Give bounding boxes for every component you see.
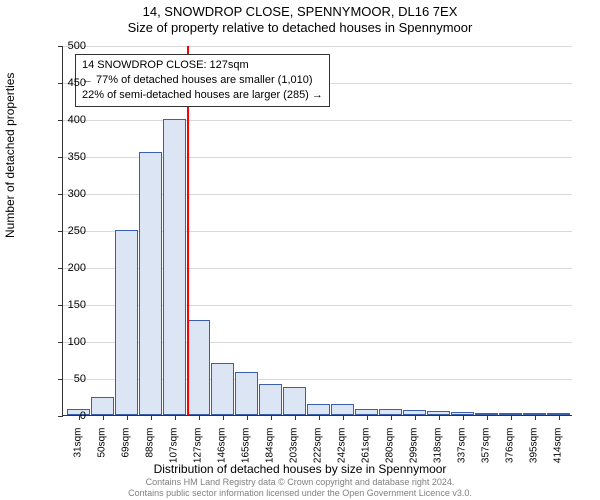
footer: Contains HM Land Registry data © Crown c…	[0, 477, 600, 498]
x-tick-mark	[367, 415, 368, 420]
grid-line	[63, 120, 572, 121]
x-tick-mark	[271, 415, 272, 420]
x-tick-label: 222sqm	[312, 428, 323, 478]
y-tick-label: 50	[56, 373, 86, 385]
x-tick-label: 280sqm	[384, 428, 395, 478]
annotation-box: 14 SNOWDROP CLOSE: 127sqm← 77% of detach…	[75, 54, 330, 107]
x-tick-label: 357sqm	[480, 428, 491, 478]
histogram-bar	[163, 119, 186, 415]
y-tick-label: 0	[56, 410, 86, 422]
plot-region: 14 SNOWDROP CLOSE: 127sqm← 77% of detach…	[62, 46, 572, 416]
y-tick-label: 400	[56, 114, 86, 126]
x-tick-mark	[103, 415, 104, 420]
x-tick-mark	[391, 415, 392, 420]
histogram-bar	[91, 397, 114, 416]
histogram-bar	[211, 363, 234, 415]
y-tick-label: 300	[56, 188, 86, 200]
histogram-bar	[235, 372, 258, 415]
x-tick-label: 127sqm	[192, 428, 203, 478]
x-tick-label: 184sqm	[264, 428, 275, 478]
histogram-bar	[283, 387, 306, 415]
histogram-bar	[259, 384, 282, 415]
x-tick-mark	[415, 415, 416, 420]
x-tick-label: 414sqm	[552, 428, 563, 478]
x-tick-label: 146sqm	[216, 428, 227, 478]
histogram-bar	[331, 404, 354, 415]
y-axis-label: Number of detached properties	[3, 73, 17, 238]
x-tick-mark	[295, 415, 296, 420]
x-tick-mark	[343, 415, 344, 420]
x-tick-label: 376sqm	[504, 428, 515, 478]
x-tick-mark	[247, 415, 248, 420]
x-tick-label: 261sqm	[360, 428, 371, 478]
x-tick-label: 318sqm	[432, 428, 443, 478]
x-tick-label: 88sqm	[144, 428, 155, 478]
x-tick-label: 203sqm	[288, 428, 299, 478]
x-tick-mark	[463, 415, 464, 420]
x-tick-label: 337sqm	[456, 428, 467, 478]
title-main: 14, SNOWDROP CLOSE, SPENNYMOOR, DL16 7EX	[0, 0, 600, 19]
histogram-bar	[139, 152, 162, 415]
title-sub: Size of property relative to detached ho…	[0, 19, 600, 35]
chart-area: 14 SNOWDROP CLOSE: 127sqm← 77% of detach…	[62, 46, 572, 416]
y-tick-label: 100	[56, 336, 86, 348]
x-tick-mark	[487, 415, 488, 420]
footer-line2: Contains public sector information licen…	[0, 488, 600, 498]
histogram-bar	[115, 230, 138, 415]
y-tick-label: 250	[56, 225, 86, 237]
annotation-line: 22% of semi-detached houses are larger (…	[82, 88, 323, 103]
x-tick-label: 31sqm	[72, 428, 83, 478]
x-tick-mark	[223, 415, 224, 420]
x-tick-mark	[151, 415, 152, 420]
x-tick-label: 50sqm	[96, 428, 107, 478]
annotation-line: 14 SNOWDROP CLOSE: 127sqm	[82, 58, 323, 73]
x-tick-mark	[319, 415, 320, 420]
x-tick-mark	[535, 415, 536, 420]
x-tick-label: 165sqm	[240, 428, 251, 478]
x-tick-label: 69sqm	[120, 428, 131, 478]
y-tick-label: 200	[56, 262, 86, 274]
x-tick-mark	[199, 415, 200, 420]
x-tick-label: 242sqm	[336, 428, 347, 478]
x-tick-mark	[439, 415, 440, 420]
chart-container: 14, SNOWDROP CLOSE, SPENNYMOOR, DL16 7EX…	[0, 0, 600, 500]
histogram-bar	[307, 404, 330, 415]
footer-line1: Contains HM Land Registry data © Crown c…	[0, 477, 600, 487]
x-tick-mark	[127, 415, 128, 420]
y-tick-label: 150	[56, 299, 86, 311]
y-tick-label: 500	[56, 40, 86, 52]
annotation-line: ← 77% of detached houses are smaller (1,…	[82, 73, 323, 88]
x-tick-mark	[511, 415, 512, 420]
x-tick-label: 395sqm	[528, 428, 539, 478]
x-tick-label: 299sqm	[408, 428, 419, 478]
x-tick-label: 107sqm	[168, 428, 179, 478]
y-tick-label: 350	[56, 151, 86, 163]
y-tick-label: 450	[56, 77, 86, 89]
histogram-bar	[187, 320, 210, 415]
grid-line	[63, 46, 572, 47]
x-tick-mark	[175, 415, 176, 420]
x-tick-mark	[559, 415, 560, 420]
